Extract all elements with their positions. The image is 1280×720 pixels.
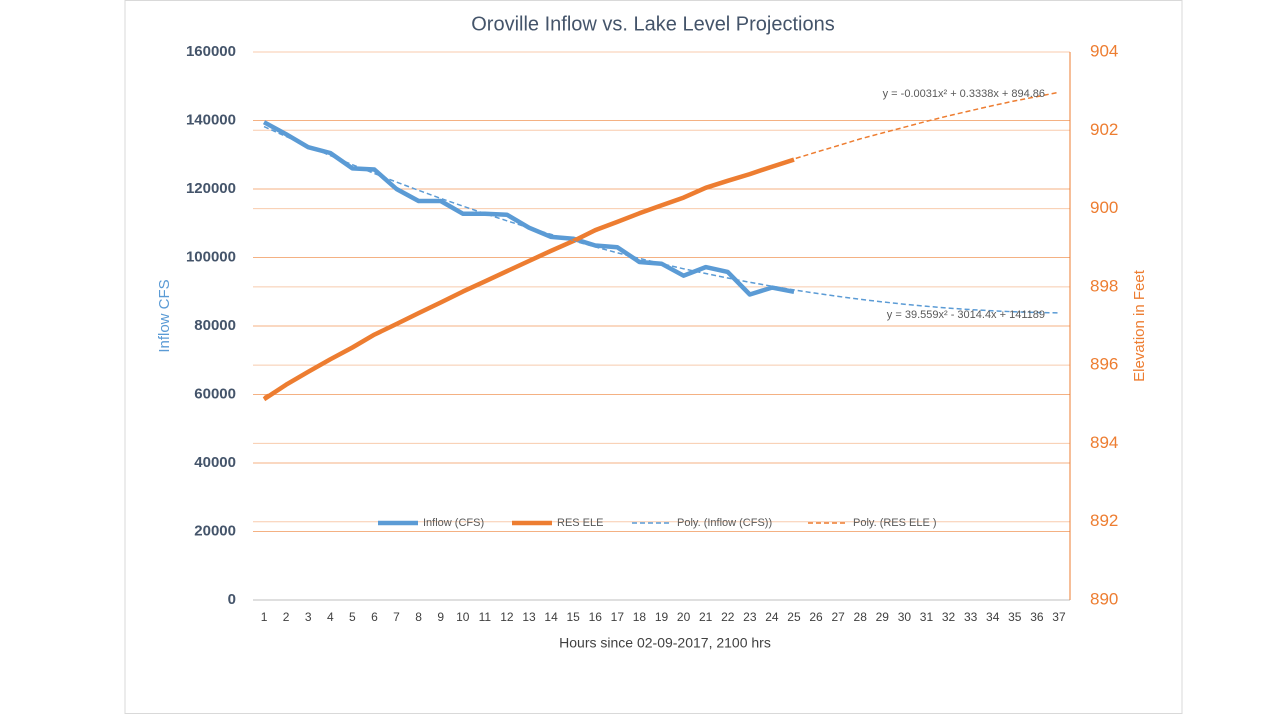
trend-line — [263, 125, 1060, 314]
y2-tick-label: 890 — [1090, 589, 1118, 608]
y2-tick-label: 902 — [1090, 120, 1118, 139]
y-tick-label: 40000 — [194, 454, 236, 471]
y-tick-label: 80000 — [194, 317, 236, 334]
x-tick-label: 15 — [566, 610, 580, 624]
y2-tick-label: 892 — [1090, 511, 1118, 530]
y2-axis-title: Elevation in Feet — [1131, 269, 1148, 382]
y-tick-label: 20000 — [194, 522, 236, 539]
x-tick-label: 7 — [393, 610, 400, 624]
legend-label: Inflow (CFS) — [423, 517, 484, 529]
x-tick-label: 12 — [500, 610, 514, 624]
x-tick-label: 13 — [522, 610, 536, 624]
annotation: y = -0.0031x² + 0.3338x + 894.86 — [883, 88, 1045, 100]
y-tick-label: 60000 — [194, 385, 236, 402]
legend-label: RES ELE — [557, 517, 603, 529]
x-tick-label: 28 — [854, 610, 868, 624]
y-tick-label: 160000 — [186, 43, 236, 60]
x-tick-label: 31 — [920, 610, 934, 624]
x-tick-label: 35 — [1008, 610, 1022, 624]
x-tick-label: 36 — [1030, 610, 1044, 624]
x-axis-title: Hours since 02-09-2017, 2100 hrs — [559, 635, 771, 651]
trend-line — [263, 91, 1060, 398]
x-tick-label: 20 — [677, 610, 691, 624]
chart-title: Oroville Inflow vs. Lake Level Projectio… — [471, 13, 835, 35]
y2-tick-label: 894 — [1090, 433, 1118, 452]
annotation: y = 39.559x² - 3014.4x + 141189 — [887, 309, 1045, 321]
x-tick-label: 4 — [327, 610, 334, 624]
x-tick-label: 27 — [831, 610, 845, 624]
x-tick-label: 10 — [456, 610, 470, 624]
legend-label: Poly. (RES ELE ) — [853, 517, 937, 529]
x-tick-label: 34 — [986, 610, 1000, 624]
x-tick-label: 26 — [809, 610, 823, 624]
x-tick-label: 19 — [655, 610, 669, 624]
x-tick-label: 6 — [371, 610, 378, 624]
x-tick-label: 33 — [964, 610, 978, 624]
x-tick-label: 5 — [349, 610, 356, 624]
x-tick-label: 3 — [305, 610, 312, 624]
x-tick-label: 25 — [787, 610, 801, 624]
x-tick-label: 1 — [261, 610, 268, 624]
x-tick-label: 23 — [743, 610, 757, 624]
y2-tick-label: 900 — [1090, 198, 1118, 217]
x-tick-label: 24 — [765, 610, 779, 624]
y-tick-label: 100000 — [186, 248, 236, 265]
x-tick-label: 2 — [283, 610, 290, 624]
y2-tick-label: 898 — [1090, 276, 1118, 295]
x-tick-label: 29 — [876, 610, 890, 624]
y2-tick-label: 896 — [1090, 355, 1118, 374]
legend-label: Poly. (Inflow (CFS)) — [677, 517, 772, 529]
chart-frame — [124, 0, 1183, 714]
y-tick-label: 140000 — [186, 111, 236, 128]
y2-tick-label: 904 — [1090, 41, 1118, 60]
x-tick-label: 18 — [633, 610, 647, 624]
y-tick-label: 0 — [228, 591, 236, 608]
x-tick-label: 22 — [721, 610, 735, 624]
x-tick-label: 21 — [699, 610, 713, 624]
x-tick-label: 37 — [1052, 610, 1066, 624]
x-tick-label: 8 — [415, 610, 422, 624]
x-tick-label: 32 — [942, 610, 956, 624]
x-tick-label: 11 — [479, 610, 492, 624]
y-axis-title: Inflow CFS — [156, 279, 173, 352]
y-tick-label: 120000 — [186, 180, 236, 197]
x-tick-label: 30 — [898, 610, 912, 624]
x-tick-label: 9 — [437, 610, 444, 624]
x-tick-label: 14 — [544, 610, 558, 624]
x-tick-label: 17 — [611, 610, 625, 624]
x-tick-label: 16 — [589, 610, 603, 624]
